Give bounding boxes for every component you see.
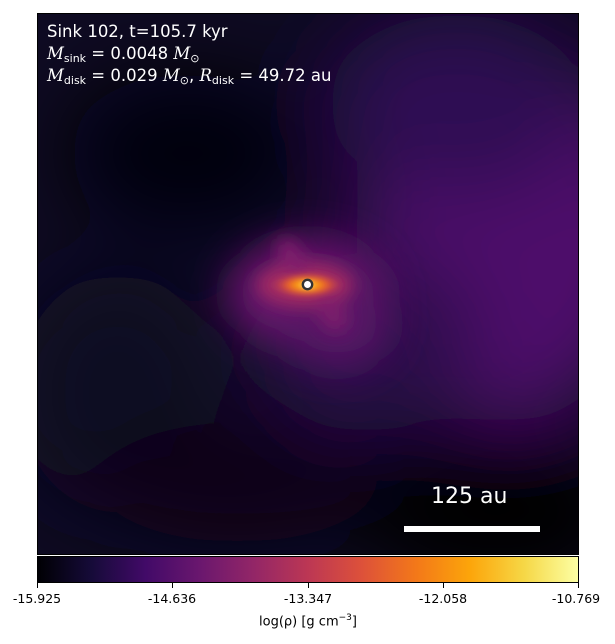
scalebar-label: 125 au [431,484,508,509]
scalebar-line [404,526,540,532]
colorbar-tick-label: -14.636 [147,591,197,606]
sink-mass-line: Msink = 0.0048 M⊙ [47,44,200,65]
colorbar-tick-label: -13.347 [283,591,333,606]
colorbar-tick-mark [443,583,444,588]
density-map: Sink 102, t=105.7 kyr Msink = 0.0048 M⊙ … [37,13,579,555]
colorbar-tick-label: -10.769 [551,591,601,606]
colorbar [37,556,579,583]
colorbar-tick-label: -15.925 [12,591,62,606]
colorbar-tick-mark [172,583,173,588]
density-projection-image [38,14,578,554]
disk-properties-line: Mdisk = 0.029 M⊙, Rdisk = 49.72 au [47,66,332,87]
colorbar-tick-mark [308,583,309,588]
sink-title: Sink 102, t=105.7 kyr [47,22,228,41]
sink-info-line: Sink 102, t=105.7 kyr [47,21,228,42]
colorbar-tick-mark [578,583,579,588]
colorbar-tick-label: -12.058 [418,591,468,606]
sink-particle-marker [301,278,314,291]
colorbar-tick-mark [37,583,38,588]
colorbar-label: log(ρ) [g cm−3] [259,613,357,630]
